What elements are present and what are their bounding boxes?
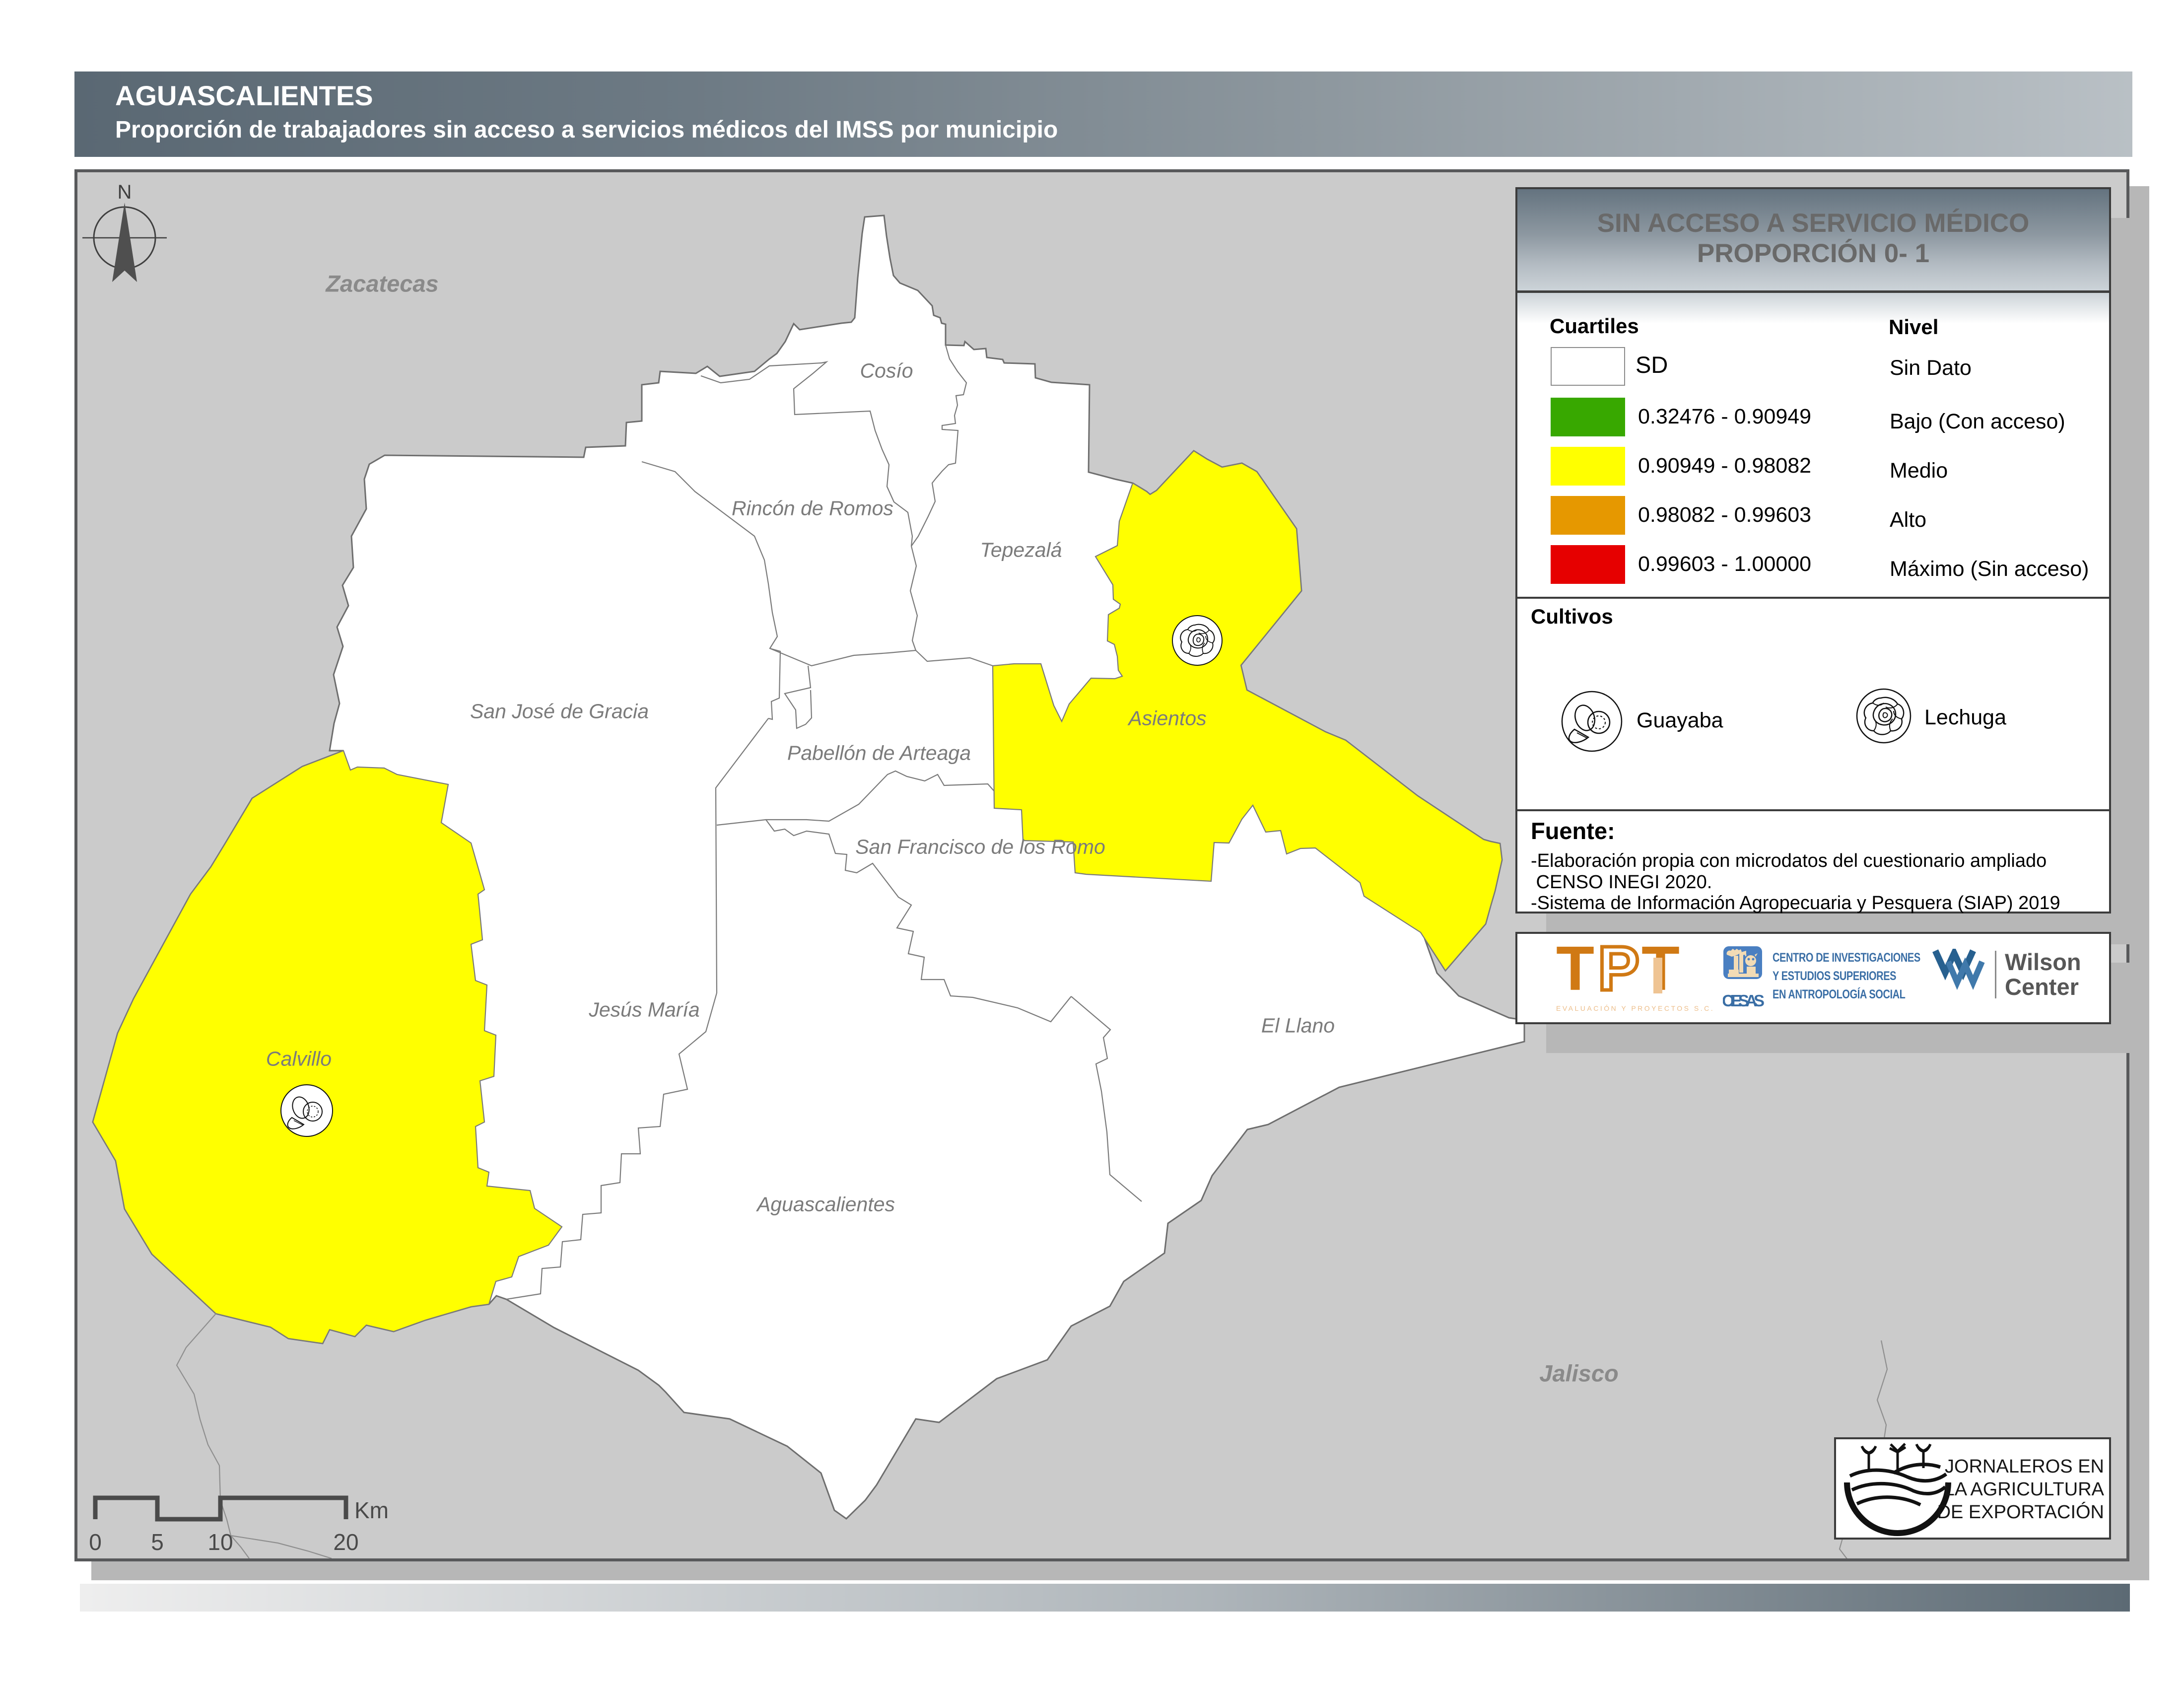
svg-text:N: N [118,181,132,203]
svg-text:5: 5 [151,1529,164,1555]
svg-text:CIESAS: CIESAS [1723,991,1765,1010]
svg-text:20: 20 [333,1529,358,1555]
svg-text:10: 10 [207,1529,233,1555]
svg-text:Km: Km [354,1497,389,1523]
svg-text:0: 0 [89,1529,102,1555]
